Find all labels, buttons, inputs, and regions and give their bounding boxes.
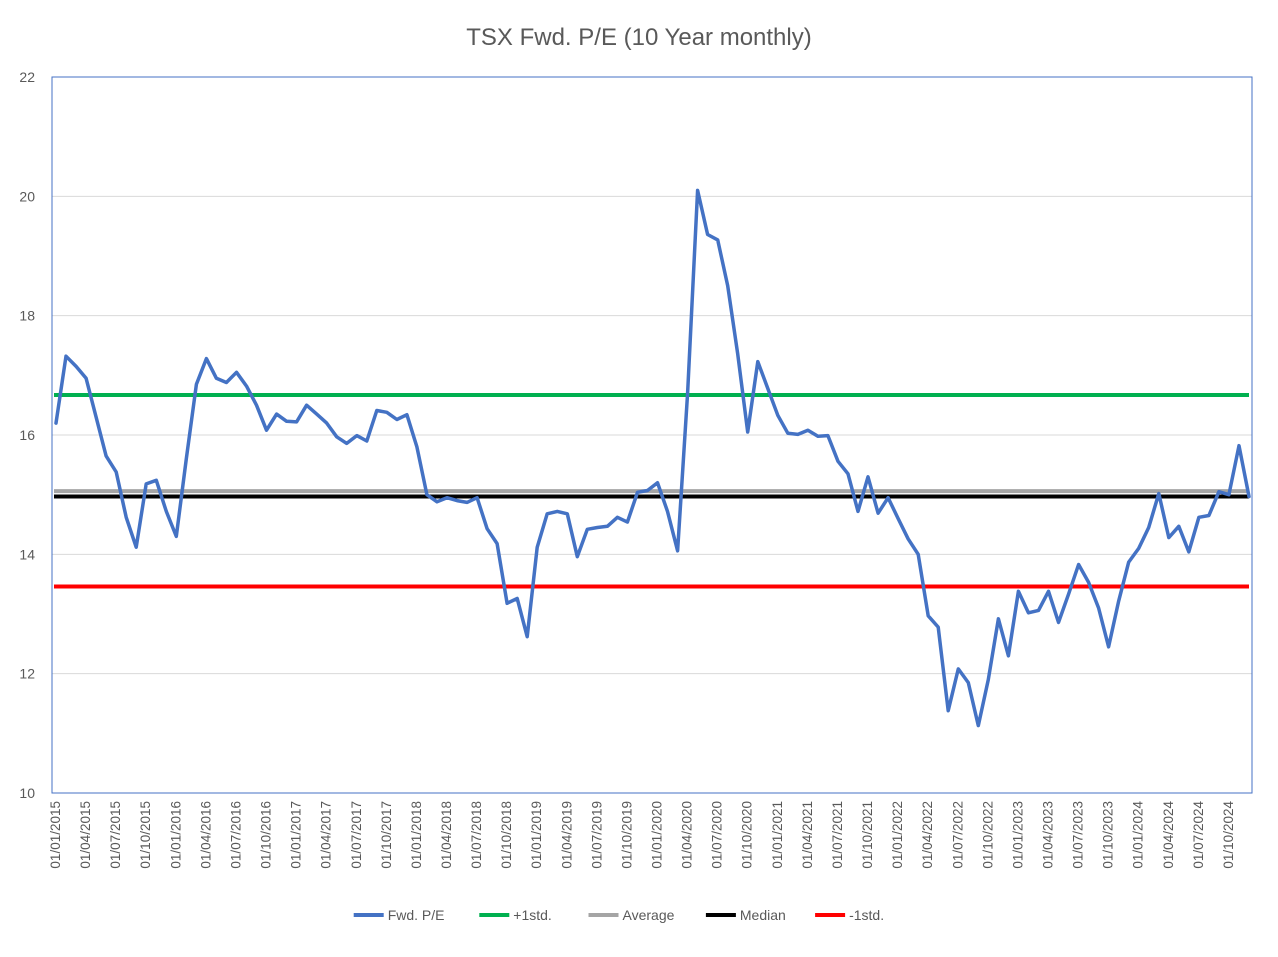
x-tick-label: 01/04/2023 xyxy=(1040,801,1055,869)
x-tick-label: 01/10/2020 xyxy=(740,801,755,869)
x-tick-label: 01/04/2024 xyxy=(1161,801,1176,869)
x-tick-label: 01/04/2022 xyxy=(920,801,935,869)
x-tick-label: 01/01/2020 xyxy=(650,801,665,869)
legend-item-1std: +1std. xyxy=(479,907,552,923)
legend-label: Average xyxy=(623,907,675,923)
x-tick-label: 01/04/2019 xyxy=(559,801,574,869)
x-tick-label: 01/01/2017 xyxy=(289,801,304,869)
legend-label: Median xyxy=(740,907,786,923)
series-line-fwd-pe xyxy=(54,188,1251,728)
series-lines xyxy=(54,188,1251,728)
legend-item-1std: -1std. xyxy=(815,907,884,923)
x-tick-label: 01/04/2020 xyxy=(680,801,695,869)
x-tick-label: 01/10/2019 xyxy=(619,801,634,869)
x-tick-label: 01/01/2019 xyxy=(529,801,544,869)
x-tick-label: 01/07/2017 xyxy=(349,801,364,869)
chart-title: TSX Fwd. P/E (10 Year monthly) xyxy=(466,24,811,51)
x-tick-label: 01/07/2020 xyxy=(710,801,725,869)
x-tick-label: 01/01/2022 xyxy=(890,801,905,869)
legend-label: +1std. xyxy=(513,907,552,923)
x-tick-label: 01/01/2024 xyxy=(1131,801,1146,869)
x-tick-label: 01/07/2023 xyxy=(1071,801,1086,869)
legend-item-median: Median xyxy=(705,907,786,923)
y-tick-label: 20 xyxy=(19,188,35,204)
x-tick-label: 01/10/2021 xyxy=(860,801,875,869)
x-tick-label: 01/07/2019 xyxy=(589,801,604,869)
x-tick-label: 01/07/2018 xyxy=(469,801,484,869)
x-tick-label: 01/07/2016 xyxy=(228,801,243,869)
x-tick-label: 01/10/2015 xyxy=(138,801,153,869)
x-tick-label: 01/10/2017 xyxy=(379,801,394,869)
x-tick-label: 01/07/2022 xyxy=(950,801,965,869)
legend-label: -1std. xyxy=(849,907,884,923)
x-tick-label: 01/07/2021 xyxy=(830,801,845,869)
y-tick-label: 14 xyxy=(19,546,35,562)
x-tick-label: 01/10/2023 xyxy=(1101,801,1116,869)
legend-label: Fwd. P/E xyxy=(388,907,445,923)
y-tick-label: 10 xyxy=(19,785,35,801)
reference-lines xyxy=(54,393,1249,589)
x-tick-label: 01/10/2022 xyxy=(980,801,995,869)
x-tick-label: 01/04/2017 xyxy=(319,801,334,869)
plot-area-border xyxy=(51,76,1253,794)
legend-item-average: Average xyxy=(588,907,675,923)
x-tick-label: 01/01/2018 xyxy=(409,801,424,869)
x-tick-label: 01/07/2015 xyxy=(108,801,123,869)
x-tick-label: 01/01/2021 xyxy=(770,801,785,869)
x-tick-label: 01/07/2024 xyxy=(1191,801,1206,869)
x-tick-label: 01/04/2018 xyxy=(439,801,454,869)
x-axis-ticks: 01/01/2015 01/04/2015 01/07/2015 01/10/2015… xyxy=(48,801,1236,869)
x-tick-label: 01/01/2016 xyxy=(168,801,183,869)
x-tick-label: 01/01/2023 xyxy=(1010,801,1025,869)
y-axis-ticks: 10 12 14 16 18 20 22 xyxy=(19,69,35,801)
y-tick-label: 22 xyxy=(19,69,35,85)
legend: Fwd. P/E +1std. Average Median -1std. xyxy=(353,907,884,923)
x-tick-label: 01/04/2015 xyxy=(78,801,93,869)
legend-item-fwd-p-e: Fwd. P/E xyxy=(353,907,445,923)
gridlines xyxy=(52,195,1252,675)
x-tick-label: 01/10/2018 xyxy=(499,801,514,869)
x-tick-label: 01/10/2016 xyxy=(259,801,274,869)
y-tick-label: 16 xyxy=(19,427,35,443)
x-tick-label: 01/04/2016 xyxy=(198,801,213,869)
x-tick-label: 01/04/2021 xyxy=(800,801,815,869)
y-tick-label: 18 xyxy=(19,308,35,324)
y-tick-label: 12 xyxy=(19,666,35,682)
x-tick-label: 01/01/2015 xyxy=(48,801,63,869)
x-tick-label: 01/10/2024 xyxy=(1221,801,1236,869)
